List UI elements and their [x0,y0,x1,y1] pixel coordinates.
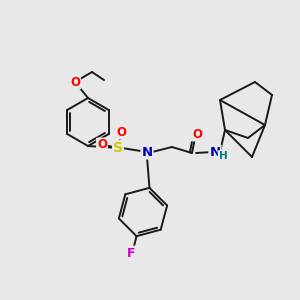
Text: N: N [209,146,220,158]
Text: O: O [192,128,202,140]
Text: O: O [70,76,80,88]
Text: O: O [97,139,107,152]
Text: O: O [116,125,126,139]
Text: H: H [219,151,227,161]
Text: N: N [141,146,153,158]
Text: S: S [113,141,123,155]
Text: F: F [127,247,136,260]
